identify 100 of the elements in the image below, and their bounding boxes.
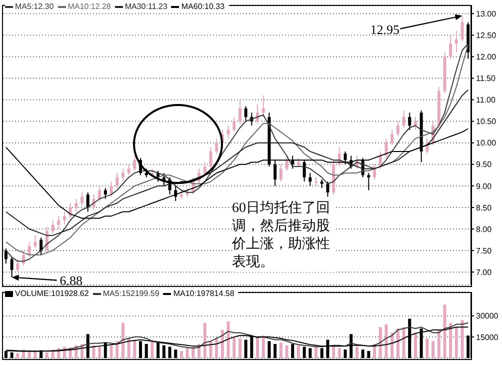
bar	[116, 341, 119, 358]
bar	[302, 346, 306, 358]
candlestick	[121, 168, 124, 182]
candlestick	[28, 241, 31, 258]
candlestick	[116, 172, 119, 189]
bar	[232, 336, 236, 358]
bar	[144, 344, 148, 358]
y-tick-label: 10.50	[476, 117, 497, 126]
y-tick-label: 7.50	[476, 246, 492, 256]
legend-label: MA5:12.30	[15, 2, 54, 11]
candlestick	[244, 106, 248, 122]
bar	[361, 350, 364, 358]
candlestick	[215, 138, 218, 154]
y-tick-label: 13.00	[476, 9, 497, 18]
y-tick-label: 12.50	[476, 30, 497, 40]
bar	[291, 344, 294, 358]
candlestick	[402, 110, 406, 128]
bar	[268, 341, 271, 358]
y-tick-label: 8.00	[476, 224, 492, 234]
candlestick	[133, 155, 136, 172]
bar	[244, 340, 248, 358]
bar	[432, 341, 435, 358]
candlestick	[10, 256, 14, 278]
bar	[209, 341, 212, 358]
bar	[274, 344, 277, 358]
bar	[262, 336, 265, 358]
candlestick	[285, 155, 288, 172]
bar	[338, 348, 341, 358]
candlestick	[396, 120, 400, 137]
candlestick	[367, 172, 370, 191]
candlestick	[279, 164, 282, 182]
bar	[460, 320, 464, 358]
candlestick	[110, 181, 113, 198]
candlestick	[62, 211, 66, 226]
candlestick	[390, 129, 394, 146]
candlestick	[80, 192, 84, 206]
legend-label: MA10:12.28	[68, 2, 111, 11]
y-tick-label: 10.00	[476, 138, 497, 148]
bar	[203, 322, 206, 358]
candlestick	[274, 160, 277, 186]
bar	[367, 350, 370, 358]
bar	[378, 327, 382, 358]
candlestick	[226, 125, 230, 140]
bar	[296, 345, 300, 358]
bar	[174, 350, 178, 358]
bar	[34, 352, 37, 358]
bar	[220, 330, 224, 358]
bar	[355, 346, 358, 358]
bar	[454, 327, 458, 358]
legend-label: MA60:10.33	[181, 2, 225, 11]
bar	[98, 346, 102, 358]
candlestick	[408, 112, 412, 130]
candlestick	[34, 234, 37, 249]
candlestick	[203, 162, 206, 176]
bar	[437, 330, 440, 358]
bar	[92, 345, 96, 358]
y-tick-label: 11.50	[476, 74, 496, 84]
candlestick	[51, 220, 54, 234]
candlestick	[302, 160, 306, 182]
bar	[256, 336, 260, 358]
bar	[332, 345, 336, 358]
bar	[238, 338, 242, 358]
candlestick	[460, 15, 464, 42]
candlestick	[384, 138, 388, 158]
bar	[110, 345, 113, 358]
candlestick	[238, 99, 242, 124]
candlestick	[308, 172, 312, 186]
candlestick	[262, 94, 265, 118]
candlestick	[40, 237, 43, 256]
bar	[16, 353, 20, 358]
bar	[344, 350, 347, 358]
candlestick	[4, 248, 8, 264]
legend-label: MA10:197814.58	[173, 289, 234, 298]
bar	[314, 346, 318, 358]
candlestick	[127, 164, 130, 176]
bar	[127, 338, 130, 358]
bar	[396, 328, 400, 358]
candlestick	[326, 181, 330, 198]
y-tick-label: 12.00	[476, 52, 497, 62]
bar	[162, 345, 166, 358]
bar	[45, 352, 48, 358]
legend-label: MA30:11.23	[124, 2, 168, 11]
y-tick-label: 11.00	[476, 96, 496, 105]
bar	[285, 345, 288, 358]
candlestick	[449, 34, 452, 60]
candlestick	[256, 104, 260, 124]
candlestick	[74, 198, 78, 212]
candlestick	[104, 188, 107, 200]
y-tick-label: 9.50	[476, 160, 492, 170]
y-tick-label: 7.00	[476, 268, 492, 277]
candlestick	[232, 116, 236, 133]
bar	[426, 338, 429, 358]
candlestick	[344, 150, 347, 165]
legend-label: VOLUME:101928.62	[15, 289, 89, 298]
bar	[121, 322, 124, 358]
line-series	[5, 322, 469, 352]
bar	[308, 348, 312, 358]
y-tick-label: 15000	[476, 332, 499, 342]
bar	[402, 327, 406, 358]
y-tick-label: 30000	[476, 312, 499, 321]
